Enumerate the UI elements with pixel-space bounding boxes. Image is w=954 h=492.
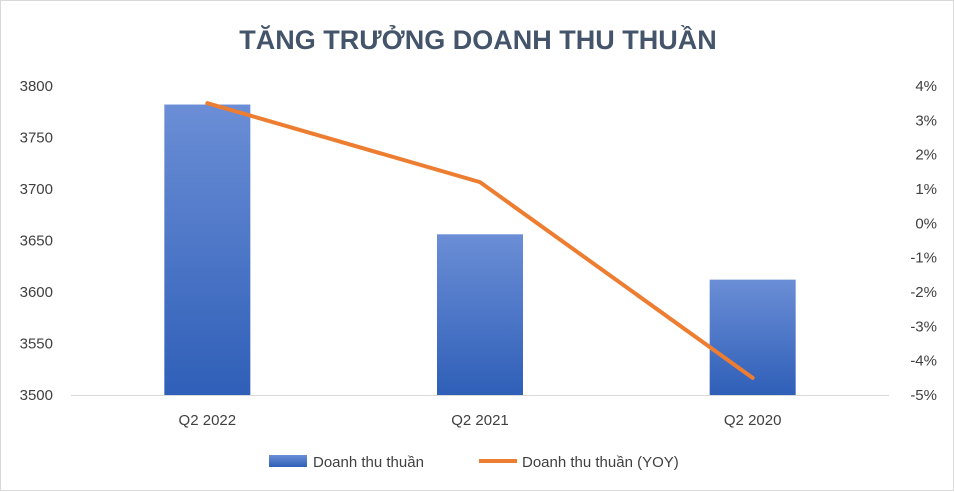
legend-label-line: Doanh thu thuần (YOY) xyxy=(522,454,679,471)
legend-label-bar: Doanh thu thuần xyxy=(313,454,424,471)
y-right-tick-label: 3% xyxy=(915,112,937,129)
y-right-tick-label: -5% xyxy=(910,387,937,404)
y-right-tick-label: -2% xyxy=(910,284,937,301)
y-right-tick-label: -3% xyxy=(910,318,937,335)
bar-q2-2021 xyxy=(437,234,523,395)
y-left-tick-label: 3550 xyxy=(20,336,53,353)
y-left-tick-label: 3800 xyxy=(20,78,53,95)
x-tick-label: Q2 2021 xyxy=(451,412,509,429)
y-right-tick-label: 0% xyxy=(915,215,937,232)
y-right-tick-label: -1% xyxy=(910,250,937,267)
y-right-tick-label: 2% xyxy=(915,147,937,164)
chart-title: TĂNG TRƯỞNG DOANH THU THUẦN xyxy=(239,23,716,55)
y-right-tick-label: 4% xyxy=(915,78,937,95)
x-tick-label: Q2 2020 xyxy=(724,412,782,429)
y-right-tick-label: 1% xyxy=(915,181,937,198)
y-left-tick-label: 3750 xyxy=(20,130,53,147)
legend-swatch-bar xyxy=(269,455,307,467)
y-left-tick-label: 3650 xyxy=(20,233,53,250)
x-tick-label: Q2 2022 xyxy=(179,412,237,429)
y-left-tick-label: 3700 xyxy=(20,181,53,198)
y-left-tick-label: 3500 xyxy=(20,387,53,404)
y-left-tick-label: 3600 xyxy=(20,284,53,301)
y-right-tick-label: -4% xyxy=(910,353,937,370)
bar-q2-2022 xyxy=(164,105,250,395)
